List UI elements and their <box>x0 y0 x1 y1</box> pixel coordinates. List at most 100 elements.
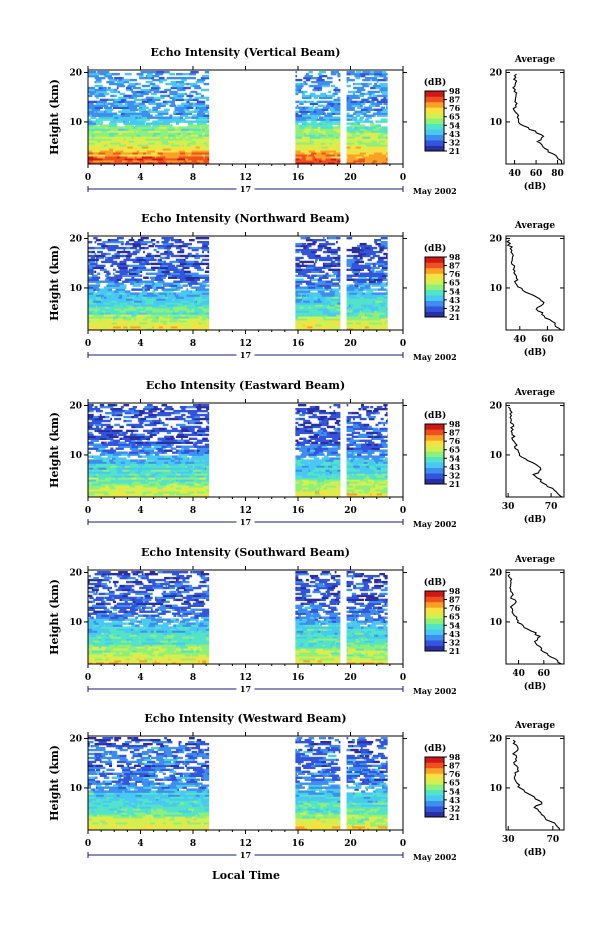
heat-cell <box>309 443 319 446</box>
heat-cell <box>123 316 127 319</box>
heat-cell <box>305 114 313 117</box>
heat-cell <box>88 477 94 480</box>
heat-cell <box>109 294 115 297</box>
heat-cell <box>115 120 124 123</box>
heat-cell <box>325 142 330 145</box>
x-tick-label: 12 <box>239 339 252 349</box>
heat-cell <box>183 160 187 163</box>
colorbar-frame <box>424 90 445 152</box>
heat-cell <box>313 459 320 462</box>
heat-cell <box>337 160 340 163</box>
heat-cell <box>353 268 362 272</box>
heat-cell <box>94 72 101 76</box>
heat-cell <box>354 82 362 86</box>
heat-cell <box>126 423 128 427</box>
heat-cell <box>153 138 157 141</box>
heat-cell <box>124 128 128 131</box>
heat-cell <box>370 294 379 297</box>
heat-cell <box>153 90 161 94</box>
heat-cell <box>336 455 341 458</box>
heat-cell <box>94 80 97 84</box>
heat-cell <box>337 272 341 275</box>
heat-cell <box>120 461 126 464</box>
heat-cell <box>95 425 99 429</box>
heat-cell <box>312 148 321 151</box>
heat-cell <box>106 296 115 299</box>
heat-cell <box>193 156 198 159</box>
heat-cell <box>99 72 107 76</box>
heat-cell <box>337 443 341 446</box>
heat-cell <box>358 158 366 161</box>
heat-cell <box>109 116 115 119</box>
heat-cell <box>140 465 143 468</box>
heat-cell <box>95 280 99 283</box>
heat-cell <box>140 425 144 429</box>
heat-cell <box>326 94 336 98</box>
heat-cell <box>97 250 103 254</box>
heat-cell <box>106 419 111 423</box>
heat-cell <box>120 296 123 299</box>
heat-cell <box>143 483 151 486</box>
heat-cell <box>127 326 131 329</box>
heat-cell <box>103 326 107 329</box>
heat-cell <box>199 302 206 305</box>
heat-cell <box>133 493 143 496</box>
heat-cell <box>204 451 208 454</box>
heat-cell <box>202 465 208 468</box>
heat-cell <box>162 312 168 315</box>
heat-cell <box>330 282 333 285</box>
heat-cell <box>95 238 102 242</box>
heat-cell <box>330 262 333 266</box>
heat-cell <box>307 491 316 494</box>
heat-cell <box>190 495 199 498</box>
heat-cell <box>148 144 151 147</box>
heat-cell <box>151 82 156 86</box>
heat-cell <box>149 296 157 299</box>
heat-cell <box>325 154 334 157</box>
heat-cell <box>126 320 130 323</box>
heat-cell <box>324 286 332 289</box>
heat-cell <box>88 134 93 137</box>
heat-cell <box>312 292 319 295</box>
heat-cell <box>200 94 204 98</box>
heat-cell <box>315 260 317 264</box>
heat-cell <box>299 260 307 264</box>
heat-cell <box>301 96 307 100</box>
heat-cell <box>347 158 354 161</box>
heat-cell <box>88 278 92 281</box>
average-frame <box>505 69 565 165</box>
heat-cell <box>132 246 137 250</box>
heat-cell <box>382 70 387 74</box>
heat-cell <box>95 112 103 115</box>
heat-cell <box>326 102 329 106</box>
heat-cell <box>382 162 388 165</box>
heat-cell <box>346 312 351 315</box>
heat-cell <box>144 449 151 452</box>
heat-cell <box>156 405 158 409</box>
heat-cell <box>191 104 199 108</box>
heat-cell <box>193 102 197 106</box>
heat-cell <box>296 455 302 458</box>
heat-cell <box>109 122 118 125</box>
heat-cell <box>110 417 113 421</box>
heat-cell <box>191 294 200 297</box>
heat-cell <box>118 409 126 413</box>
heat-cell <box>333 467 340 470</box>
heat-cell <box>154 481 160 484</box>
heat-cell <box>172 116 181 119</box>
heat-cell <box>322 487 328 490</box>
heat-cell <box>330 70 340 74</box>
heat-cell <box>107 238 111 242</box>
heat-cell <box>380 138 388 141</box>
heat-cell <box>299 443 305 446</box>
x-tick-label: 8 <box>190 339 196 349</box>
heat-cell <box>114 268 116 272</box>
heat-cell <box>193 489 195 492</box>
heat-cell <box>174 411 181 415</box>
heat-cell <box>136 124 145 127</box>
heat-cell <box>89 467 94 470</box>
heat-cell <box>107 102 111 106</box>
heat-cell <box>133 409 140 413</box>
heat-cell <box>312 118 317 121</box>
heat-cell <box>91 489 95 492</box>
